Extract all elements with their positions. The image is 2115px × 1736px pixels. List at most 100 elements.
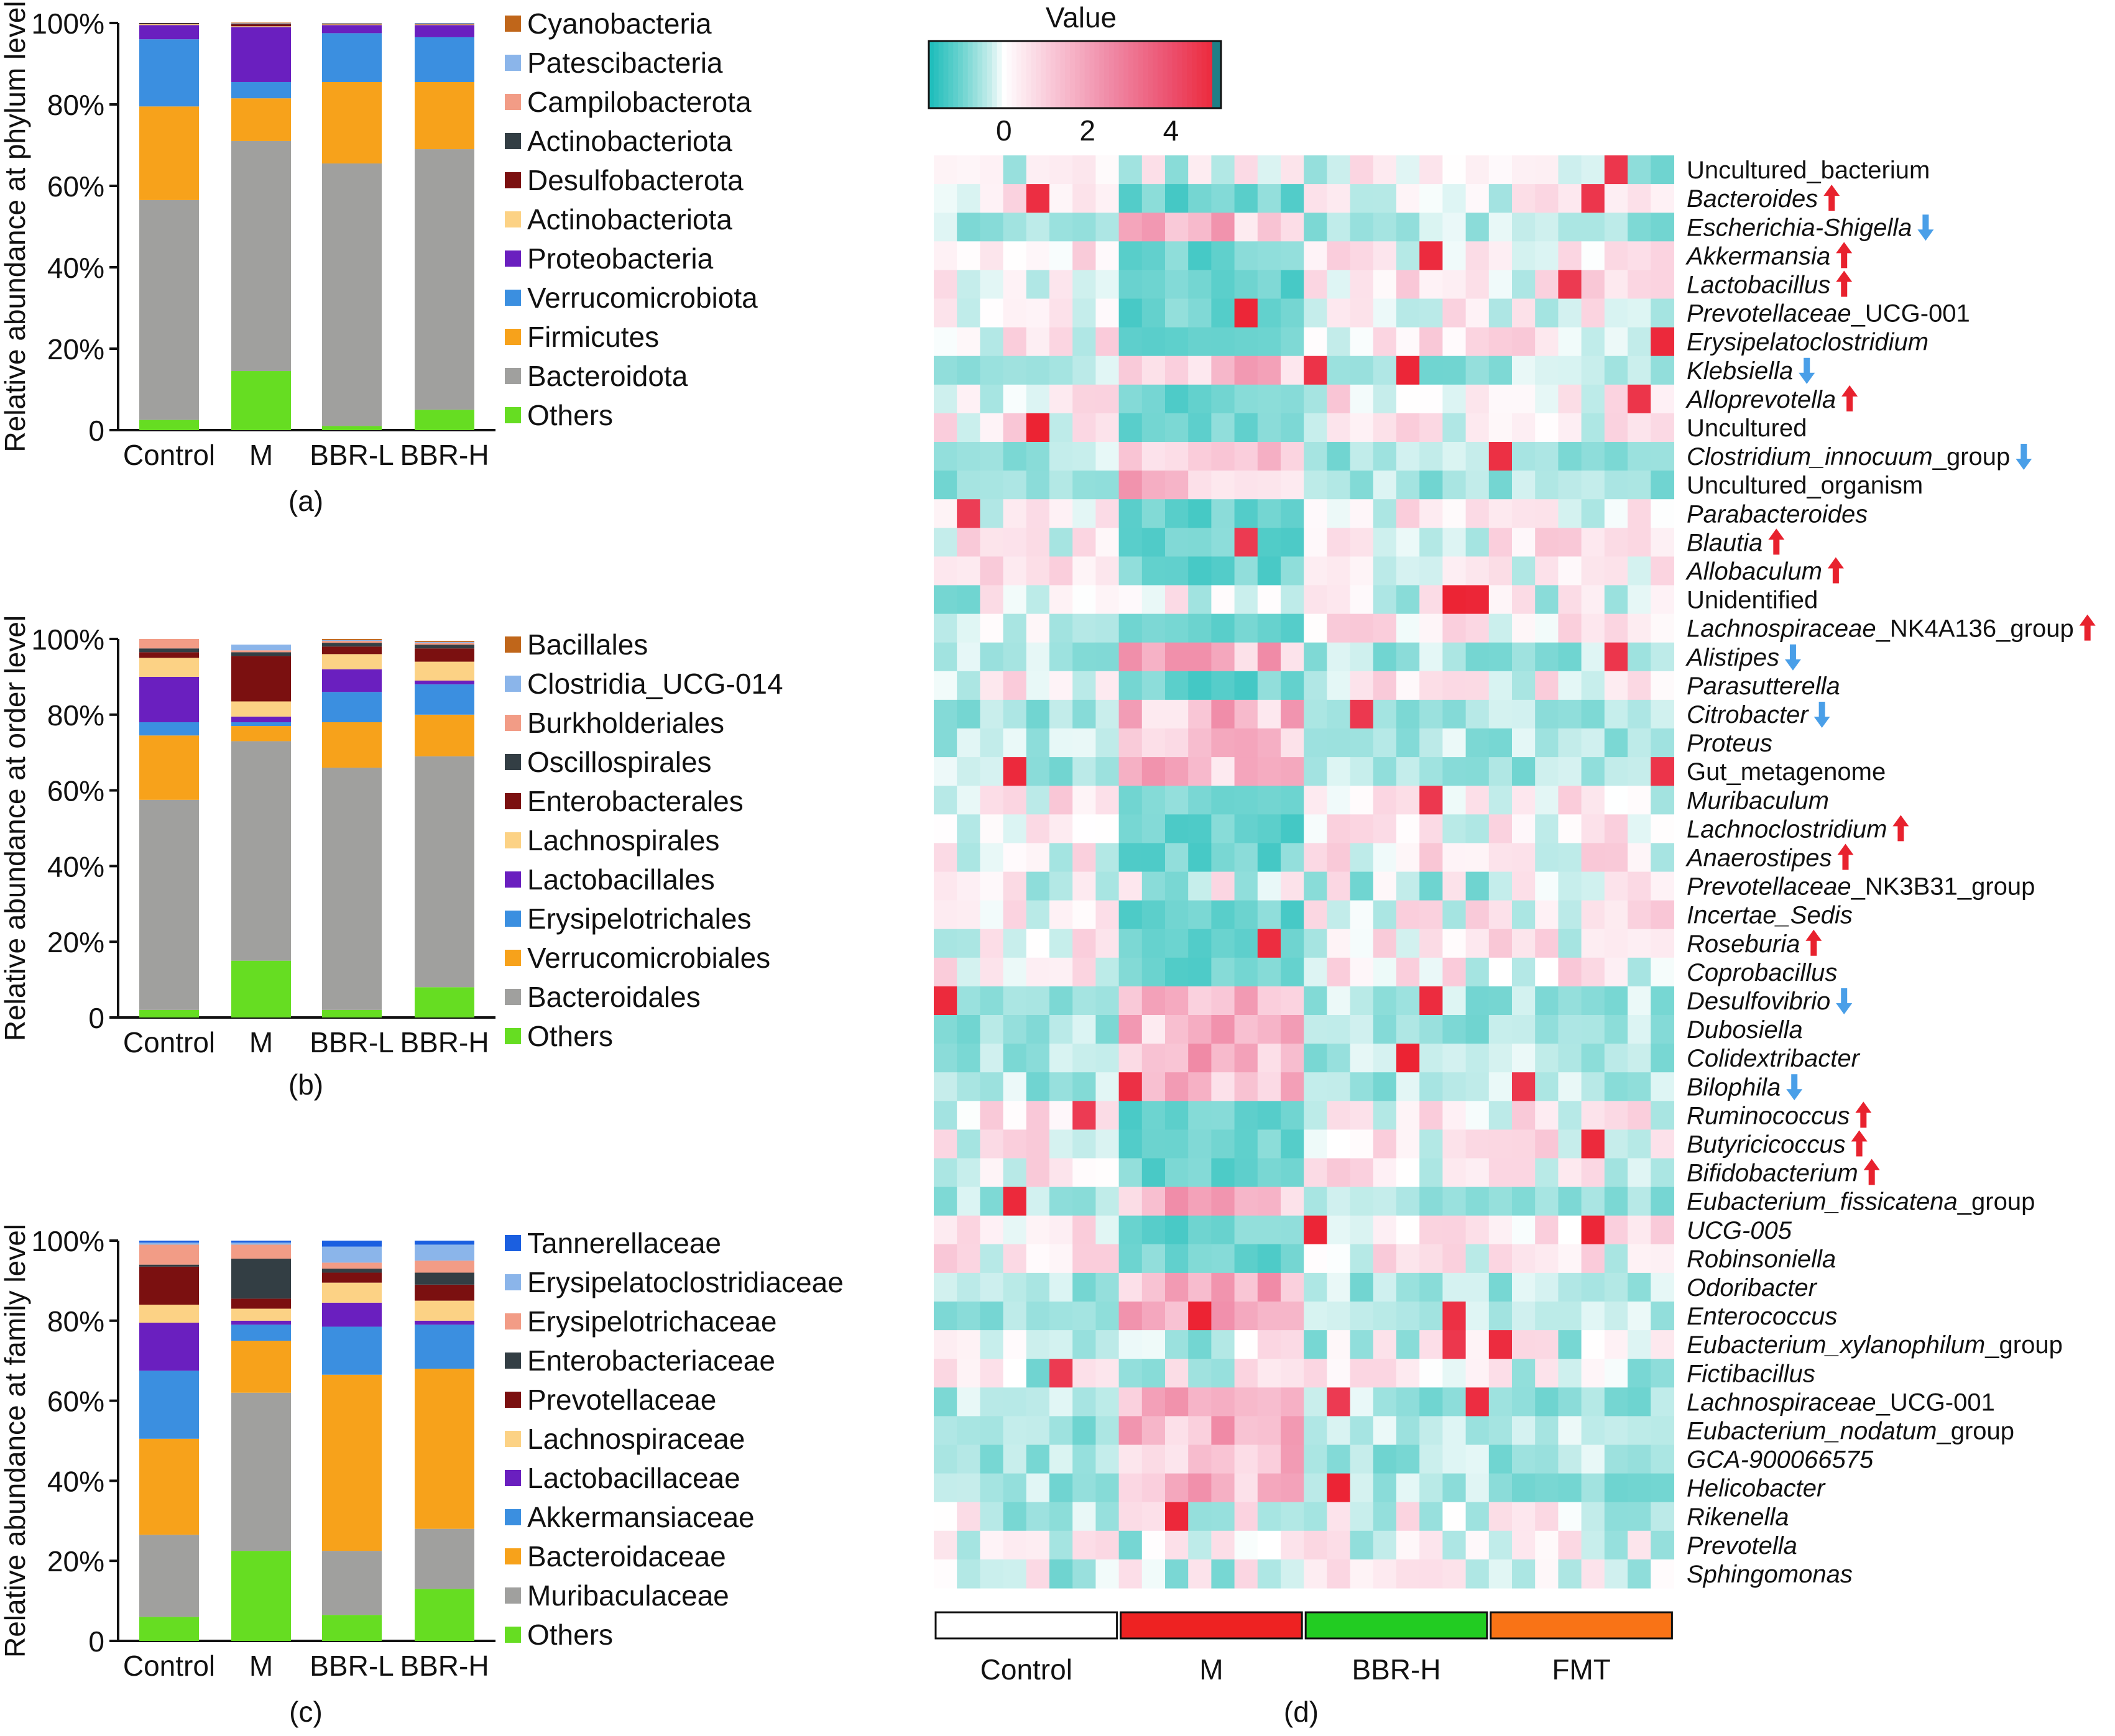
heatmap-cell [1581, 356, 1605, 385]
heatmap-cell [1488, 499, 1513, 528]
heatmap-cell [1095, 298, 1120, 328]
colorbar-segment [997, 41, 1003, 108]
heatmap-cell [1118, 613, 1143, 643]
heatmap-cell [1419, 1330, 1443, 1359]
heatmap-cell [1304, 1044, 1327, 1073]
heatmap-cell [1628, 699, 1651, 729]
heatmap-cell [1234, 413, 1258, 443]
heatmap-cell [1350, 728, 1374, 758]
heatmap-cell [1165, 699, 1189, 729]
heatmap-cell [1003, 413, 1027, 443]
legend-label: Oscillospirales [527, 746, 712, 778]
heatmap-cell [1049, 155, 1073, 185]
heatmap-cell [1465, 957, 1490, 987]
heatmap-cell [1604, 241, 1628, 270]
row-label-italic: Prevotellaceae [1687, 300, 1851, 328]
heatmap-cell [1373, 356, 1397, 385]
x-tick-label: Control [123, 439, 215, 471]
heatmap-cell [1628, 1215, 1651, 1245]
heatmap-cell [1072, 1158, 1096, 1188]
arrow-up-icon [1768, 528, 1785, 555]
heatmap-cell [1651, 1502, 1674, 1532]
colorbar-segment [1148, 41, 1153, 108]
heatmap-cell [1558, 1187, 1582, 1216]
heatmap-cell [1118, 1272, 1143, 1302]
heatmap-cell [1165, 929, 1189, 958]
bar-segment [415, 1528, 474, 1589]
heatmap-cell [1304, 1187, 1327, 1216]
heatmap-cell [1396, 184, 1420, 213]
heatmap-cell [1558, 184, 1582, 213]
heatmap-cell [1095, 786, 1120, 815]
heatmap-cell [1350, 1044, 1374, 1073]
heatmap-cell [1118, 327, 1143, 357]
heatmap-cell [1581, 1416, 1605, 1446]
heatmap-cell [1350, 843, 1374, 873]
heatmap-cell [1281, 155, 1304, 185]
heatmap-cell [1304, 499, 1327, 528]
heatmap-cell [1396, 1244, 1420, 1274]
heatmap-cell [1488, 929, 1513, 958]
y-tick-label: 100% [31, 7, 104, 40]
bar-segment [231, 960, 291, 1017]
heatmap-cell [1628, 671, 1651, 700]
heatmap-cell [1304, 699, 1327, 729]
heatmap-cell [1234, 1129, 1258, 1159]
bar-segment [231, 1244, 291, 1259]
heatmap-cell [1628, 413, 1651, 443]
bar-segment [231, 1320, 291, 1325]
heatmap-cell [1327, 671, 1351, 700]
heatmap-cell [1604, 1302, 1628, 1331]
bar-segment [415, 641, 474, 642]
heatmap-cell [1304, 1387, 1327, 1417]
heatmap-cell [1072, 356, 1096, 385]
heatmap-cell [1049, 499, 1073, 528]
heatmap-cell [934, 871, 957, 901]
heatmap-cell [1281, 556, 1304, 586]
heatmap-cell [1234, 241, 1258, 270]
heatmap-cell [1003, 900, 1027, 930]
row-label-rest: _NK3B31_group [1851, 873, 2035, 901]
heatmap-cell [1072, 671, 1096, 700]
heatmap-cell [1651, 528, 1674, 557]
heatmap-cell [1350, 1101, 1374, 1130]
heatmap-cell [1095, 471, 1120, 500]
heatmap-cell [1604, 270, 1628, 300]
heatmap-cell [1095, 900, 1120, 930]
heatmap-cell [1188, 871, 1212, 901]
heatmap-cell [1118, 1502, 1143, 1532]
heatmap-cell [1188, 1359, 1212, 1388]
heatmap-cell [1581, 871, 1605, 901]
heatmap-cell [1141, 1187, 1166, 1216]
heatmap-cell [1095, 1158, 1120, 1188]
heatmap-cell [1535, 757, 1559, 786]
heatmap-cell [1072, 613, 1096, 643]
row-label: Lachnospiraceae_UCG-001 [1687, 1389, 1995, 1416]
heatmap-cell [1049, 728, 1073, 758]
heatmap-cell [1188, 1444, 1212, 1474]
bar-segment [139, 106, 199, 200]
heatmap-cell [1072, 184, 1096, 213]
heatmap-cell [1281, 900, 1304, 930]
heatmap-cell [1651, 1272, 1674, 1302]
heatmap-cell [1188, 1244, 1212, 1274]
heatmap-cell [1234, 1359, 1258, 1388]
heatmap-cell [1141, 1387, 1166, 1417]
heatmap-cell [957, 642, 980, 672]
heatmap-cell [1419, 155, 1443, 185]
heatmap-cell [1211, 1015, 1235, 1044]
heatmap-cell [1188, 843, 1212, 873]
heatmap-cell [1442, 1187, 1467, 1216]
heatmap-cell [1003, 1387, 1027, 1417]
heatmap-cell [1165, 1044, 1189, 1073]
heatmap-cell [1118, 843, 1143, 873]
heatmap-cell [1188, 556, 1212, 586]
heatmap-cell [1095, 613, 1120, 643]
heatmap-cell [1072, 241, 1096, 270]
colorbar-segment [938, 41, 944, 108]
heatmap-cell [1304, 213, 1327, 242]
heatmap-cell [1558, 1444, 1582, 1474]
heatmap-cell [934, 786, 957, 815]
heatmap-cell [1257, 270, 1281, 300]
heatmap-cell [1512, 1330, 1536, 1359]
